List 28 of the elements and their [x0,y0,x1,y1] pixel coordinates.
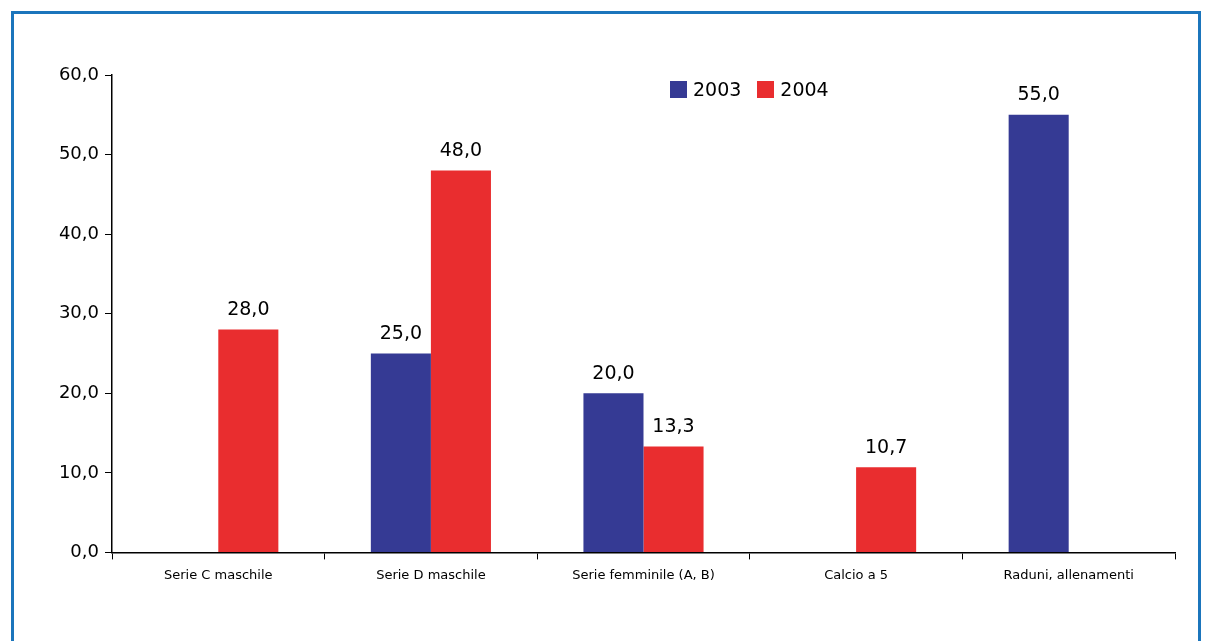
data-label: 20,0 [592,360,635,383]
bar [430,170,491,552]
y-tick-label: 50,0 [58,142,99,164]
bar [856,467,917,552]
y-tick-label: 10,0 [58,460,99,482]
data-label: 55,0 [1017,82,1060,105]
x-tick-label: Calcio a 5 [824,566,889,582]
data-label: 10,7 [864,434,908,457]
data-label: 13,3 [652,414,695,437]
y-tick-label: 40,0 [58,221,99,243]
data-label: 28,0 [227,297,270,320]
x-tick-label: Raduni, allenamenti [1003,566,1134,582]
y-tick-label: 30,0 [58,301,99,323]
x-tick-label: Serie D maschile [376,566,486,582]
bar [370,353,431,552]
data-label: 25,0 [379,320,423,343]
x-tick-label: Serie femminile (A, B) [572,566,715,582]
legend-label: 2004 [780,78,829,100]
bar [643,446,704,552]
bar [218,329,279,552]
data-label: 48,0 [439,137,483,160]
y-tick-label: 0,0 [70,540,99,562]
y-tick-label: 60,0 [58,62,99,84]
bar [583,393,644,552]
legend-label: 2003 [693,78,742,100]
x-tick-label: Serie C maschile [164,566,273,582]
y-tick-label: 20,0 [58,380,99,402]
bar [1008,114,1069,552]
